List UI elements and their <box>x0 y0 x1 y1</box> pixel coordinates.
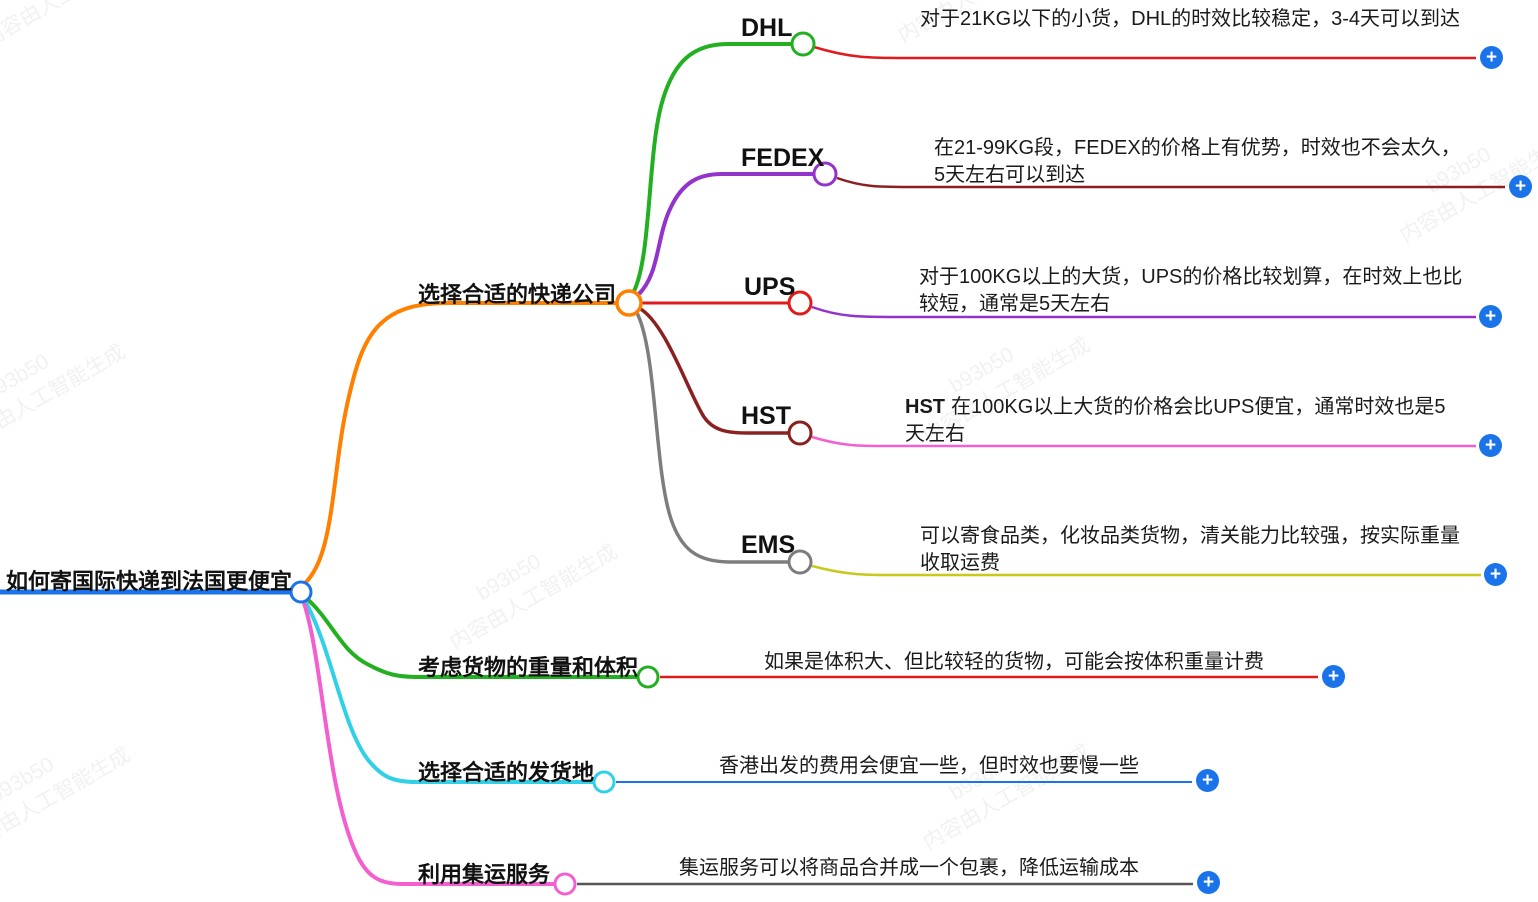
node-weight-volume[interactable] <box>636 665 660 689</box>
carrier-label-dhl: DHL <box>741 14 793 42</box>
add-child-button-ups[interactable]: + <box>1479 305 1502 328</box>
desc-ups: 对于100KG以上的大货，UPS的价格比较划算，在时效上也比较短，通常是5天左右 <box>919 266 1463 315</box>
node-carriers[interactable] <box>615 289 643 317</box>
node-root[interactable] <box>289 580 313 604</box>
desc-consolidation: 集运服务可以将商品合并成一个包裹，降低运输成本 <box>679 857 1139 879</box>
edge-fedex <box>636 172 816 297</box>
edge-ems-desc <box>811 564 1481 577</box>
node-origin[interactable] <box>592 770 616 794</box>
node-consolidation[interactable] <box>553 872 577 896</box>
edge-fedex-desc <box>836 176 1505 189</box>
node-fedex[interactable] <box>812 161 838 187</box>
carrier-label-fedex: FEDEX <box>741 144 825 172</box>
desc-hst-prefix: HST <box>905 396 945 418</box>
carrier-label-hst: HST <box>741 402 791 430</box>
edge-dhl-desc <box>813 45 1476 60</box>
node-hst[interactable] <box>787 420 813 446</box>
desc-weight-volume: 如果是体积大、但比较轻的货物，可能会按体积重量计费 <box>764 651 1264 673</box>
add-child-button-weight-volume[interactable]: + <box>1322 665 1345 688</box>
branch-label-carriers: 选择合适的快递公司 <box>418 282 617 307</box>
edge-branch-carriers <box>302 301 619 586</box>
add-child-button-dhl[interactable]: + <box>1480 46 1503 69</box>
desc-dhl: 对于21KG以下的小货，DHL的时效比较稳定，3-4天可以到达 <box>920 8 1461 30</box>
desc-hst: HST 在100KG以上大货的价格会比UPS便宜，通常时效也是5天左右 <box>905 394 1465 448</box>
add-child-button-origin[interactable]: + <box>1196 769 1219 792</box>
edge-ems <box>634 309 791 564</box>
branch-label-origin: 选择合适的发货地 <box>418 760 595 785</box>
carrier-label-ems: EMS <box>741 531 796 559</box>
edge-branch-consolidation <box>301 598 557 886</box>
edge-ups-desc <box>811 305 1476 319</box>
add-child-button-ems[interactable]: + <box>1484 563 1507 586</box>
carrier-label-ups: UPS <box>744 273 796 301</box>
branch-label-weight-volume: 考虑货物的重量和体积 <box>418 655 639 680</box>
node-ups[interactable] <box>787 290 813 316</box>
branch-label-consolidation: 利用集运服务 <box>418 862 551 887</box>
add-child-button-hst[interactable]: + <box>1479 434 1502 457</box>
desc-hst-text: 在100KG以上大货的价格会比UPS便宜，通常时效也是5天左右 <box>905 396 1446 445</box>
edge-hst-desc <box>811 435 1476 448</box>
add-child-button-fedex[interactable]: + <box>1509 175 1532 198</box>
add-child-button-consolidation[interactable]: + <box>1197 871 1220 894</box>
edge-dhl <box>631 42 794 295</box>
edge-branch-weight-volume <box>303 595 640 679</box>
edge-hst <box>637 306 791 435</box>
edge-branch-origin <box>302 597 596 784</box>
node-dhl[interactable] <box>790 31 816 57</box>
desc-ems: 可以寄食品类，化妆品类货物，清关能力比较强，按实际重量收取运费 <box>920 525 1460 574</box>
node-ems[interactable] <box>787 549 813 575</box>
desc-fedex: 在21-99KG段，FEDEX的价格上有优势，时效也不会太久，5天左右可以到达 <box>934 137 1461 186</box>
desc-origin: 香港出发的费用会便宜一些，但时效也要慢一些 <box>719 755 1139 777</box>
root-title: 如何寄国际快递到法国更便宜 <box>6 569 293 594</box>
